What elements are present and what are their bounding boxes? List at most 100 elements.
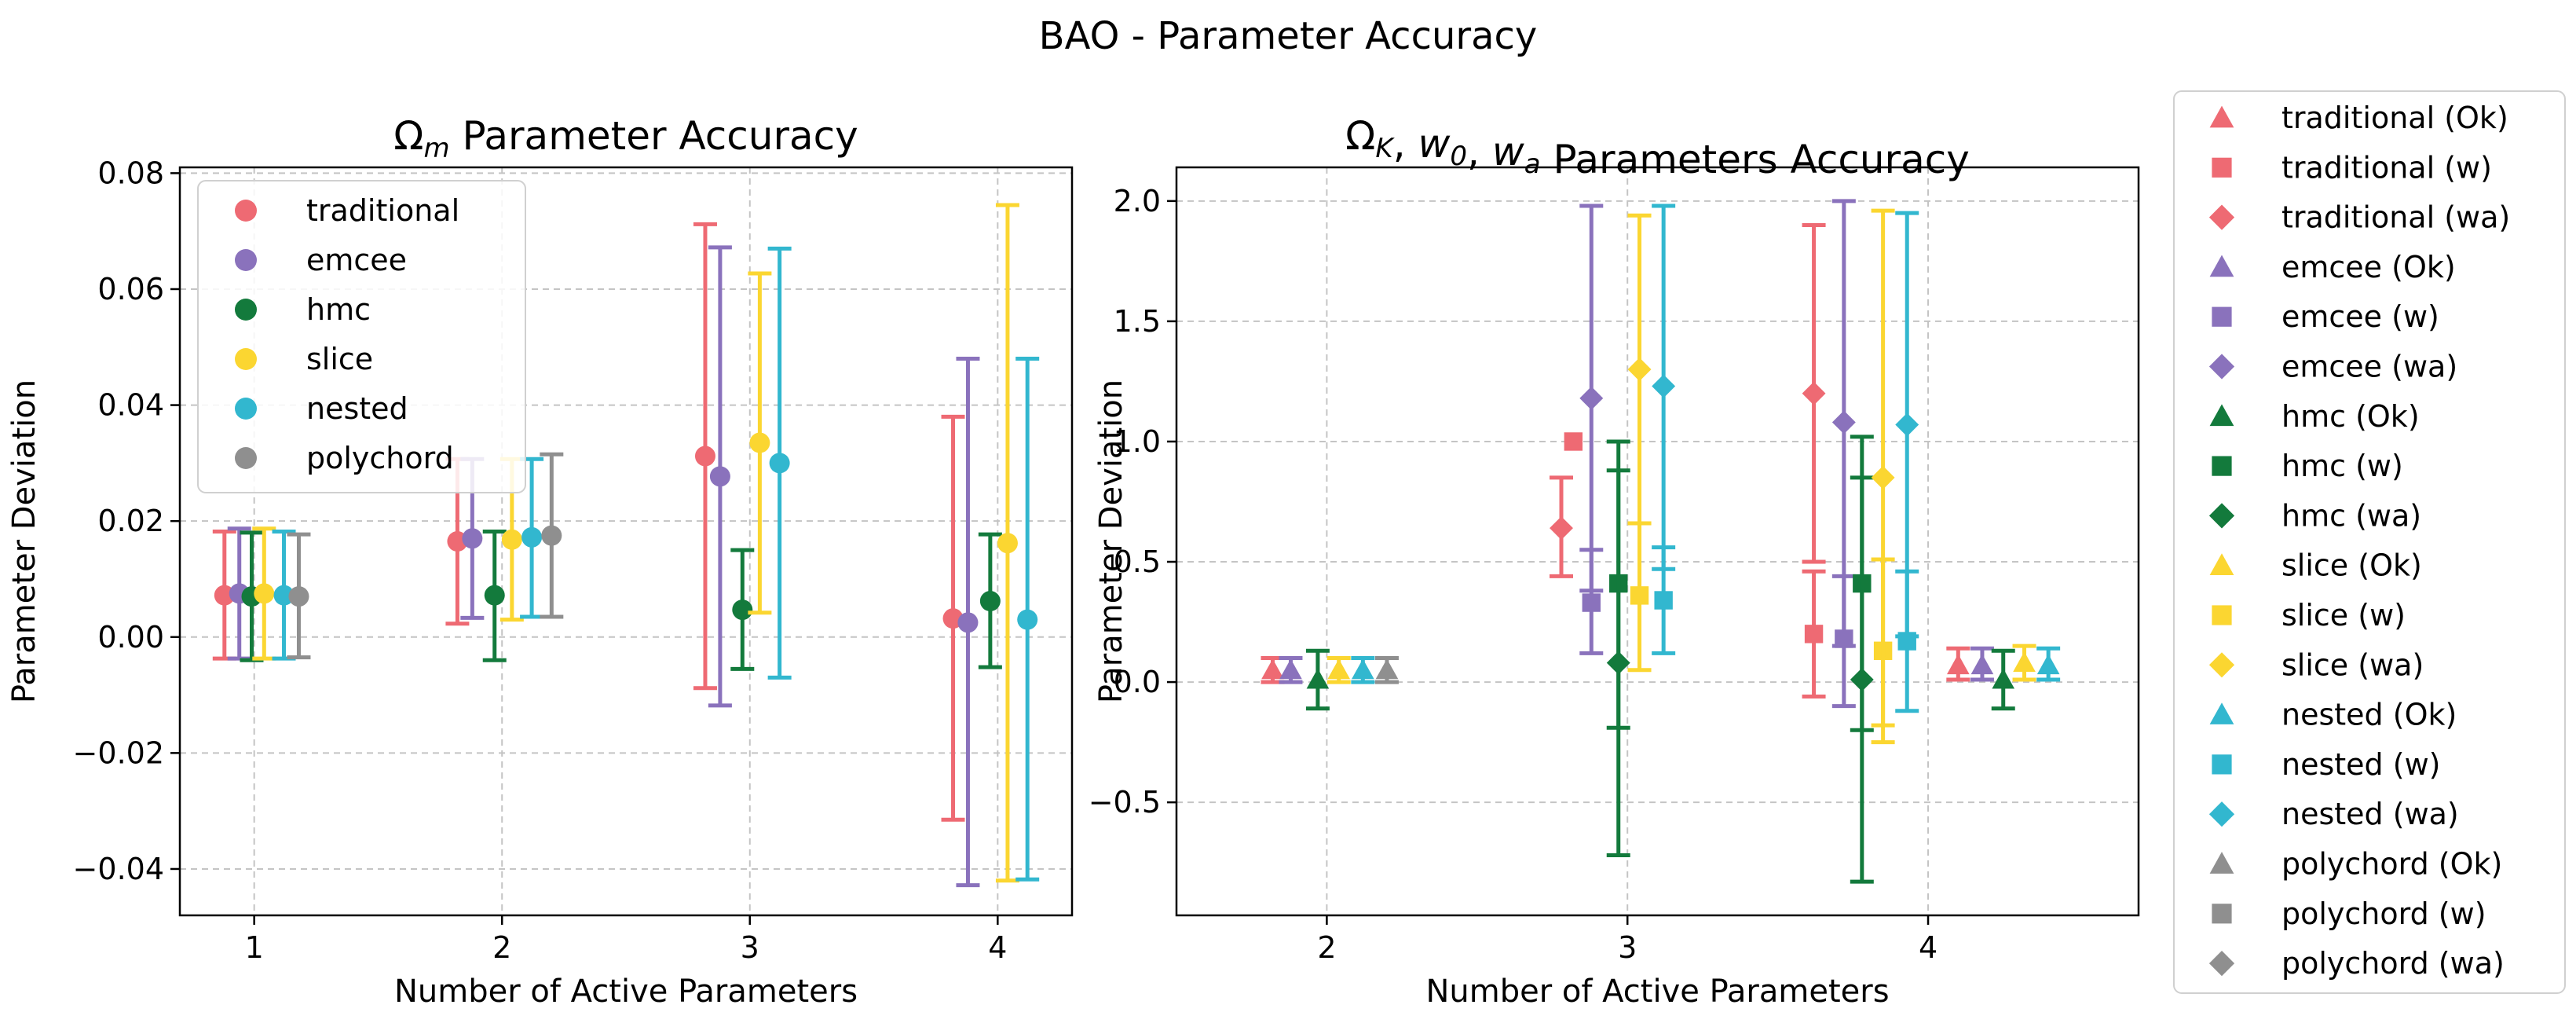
legend-label: polychord (wa) xyxy=(2281,946,2505,981)
data-point xyxy=(521,526,543,548)
data-point xyxy=(254,583,275,604)
legend-item-emcee-wa: emcee (wa) xyxy=(2208,350,2457,384)
legend-label: emcee xyxy=(306,243,407,277)
legend-item-hmc-w: hmc (w) xyxy=(2212,449,2403,483)
legend-label: emcee (w) xyxy=(2281,299,2439,334)
omega-m-chart: 1 2 3 4 −0.04 −0.02 0.00 0.02 0.04 0.06 0.08 Number… xyxy=(6,113,1074,1010)
data-point xyxy=(273,585,295,606)
data-point xyxy=(541,525,562,546)
legend-item-emcee-w: emcee (w) xyxy=(2212,299,2439,334)
legend-marker xyxy=(2212,306,2232,327)
legend-item-nested-wa: nested (wa) xyxy=(2208,797,2459,831)
y-tick-label: 0.0 xyxy=(1114,665,1161,699)
x-tick-label: 2 xyxy=(1317,930,1336,965)
data-point xyxy=(1564,432,1583,451)
y-axis-label: Parameter Deviation xyxy=(6,380,42,703)
data-point xyxy=(1654,591,1673,610)
series-emcee xyxy=(227,245,980,888)
x-tick-label: 3 xyxy=(741,930,759,965)
legend-marker xyxy=(2208,503,2235,529)
series-nested xyxy=(272,246,1040,882)
data-point xyxy=(997,533,1018,554)
legend-label: traditional (Ok) xyxy=(2281,101,2508,135)
data-point xyxy=(501,529,522,550)
y-tick-label: 0.08 xyxy=(97,156,164,190)
legend-label: emcee (Ok) xyxy=(2281,250,2456,284)
legend-marker xyxy=(2208,951,2235,977)
data-point xyxy=(1375,658,1399,680)
legend-label: hmc (w) xyxy=(2281,449,2403,483)
data-point xyxy=(769,453,790,474)
legend-marker xyxy=(2209,255,2234,277)
y-tick-label: 0.5 xyxy=(1114,544,1161,579)
title-part: , xyxy=(1393,121,1418,167)
legend-marker xyxy=(2212,456,2232,476)
series-nested-wa xyxy=(1652,204,1919,639)
legend-marker xyxy=(2212,754,2232,775)
data-point xyxy=(462,528,483,549)
y-tick-label: 1.5 xyxy=(1114,304,1161,339)
data-point xyxy=(1582,593,1601,612)
legend-marker xyxy=(235,299,257,321)
data-point xyxy=(214,585,235,606)
legend-marker xyxy=(2209,404,2234,427)
legend-frame xyxy=(197,180,526,493)
x-tick-label: 3 xyxy=(1618,930,1637,965)
data-point xyxy=(1017,609,1038,630)
y-tick-label: 2.0 xyxy=(1114,184,1161,218)
x-tick-label: 4 xyxy=(1919,930,1937,965)
legend-marker xyxy=(2208,204,2235,230)
legend-marker xyxy=(235,249,257,271)
legend-marker xyxy=(2209,105,2234,128)
legend-item-slice: slice xyxy=(235,342,373,376)
data-point xyxy=(1947,654,1970,675)
y-tick-label: 0.02 xyxy=(97,504,164,538)
legend-item-traditional-wa: traditional (wa) xyxy=(2208,200,2510,235)
data-point xyxy=(1606,651,1630,675)
series-emcee-ok xyxy=(1279,646,1994,684)
legend-label: emcee (wa) xyxy=(2281,350,2457,384)
legend-item-traditional-w: traditional (w) xyxy=(2212,150,2492,185)
legend-marker xyxy=(235,447,257,469)
series-slice xyxy=(252,203,1019,883)
y-tick-label: −0.5 xyxy=(1089,785,1161,820)
series-polychord xyxy=(287,452,564,660)
legend-item-polychord-wa: polychord (wa) xyxy=(2208,946,2505,981)
legend-label: polychord (Ok) xyxy=(2281,847,2502,882)
plot-frame xyxy=(1175,166,2140,917)
data-point xyxy=(732,600,753,621)
data-point xyxy=(1871,465,1895,490)
title-part: Parameters Accuracy xyxy=(1541,137,1970,182)
data-point xyxy=(1831,410,1856,434)
data-point xyxy=(1261,658,1284,680)
legend-marker xyxy=(2209,553,2234,576)
series-traditional-wa xyxy=(1550,222,1826,578)
legend-marker xyxy=(235,398,257,420)
data-point xyxy=(2036,654,2060,675)
legend-label: slice (Ok) xyxy=(2281,548,2422,583)
x-tick-label: 2 xyxy=(492,930,511,965)
legend-item-hmc-wa: hmc (wa) xyxy=(2208,498,2421,533)
legend-item-slice-ok: slice (Ok) xyxy=(2209,548,2422,583)
legend-item-hmc-ok: hmc (Ok) xyxy=(2209,399,2420,434)
legend-marker xyxy=(2208,652,2235,678)
y-axis-label: Parameter Deviation xyxy=(1093,380,1129,703)
data-point xyxy=(1327,658,1351,680)
legend-marker xyxy=(2212,605,2232,625)
legend-item-emcee-ok: emcee (Ok) xyxy=(2209,250,2456,284)
legend-item-slice-wa: slice (wa) xyxy=(2208,647,2424,682)
y-tick-label: 0.00 xyxy=(97,620,164,654)
legend-label: nested (wa) xyxy=(2281,797,2459,831)
chart-title: ΩK, w0, wa Parameters Accuracy xyxy=(1345,113,1970,182)
data-point xyxy=(2013,651,2036,673)
legend-marker xyxy=(235,200,257,222)
legend-marker xyxy=(2208,354,2235,380)
legend-marker xyxy=(2212,904,2232,924)
plot-frame xyxy=(178,166,1074,917)
title-rest: Parameter Accuracy xyxy=(450,113,858,159)
data-point xyxy=(957,612,979,633)
legend-label: traditional (w) xyxy=(2281,150,2492,185)
legend-item-emcee: emcee xyxy=(235,243,407,277)
